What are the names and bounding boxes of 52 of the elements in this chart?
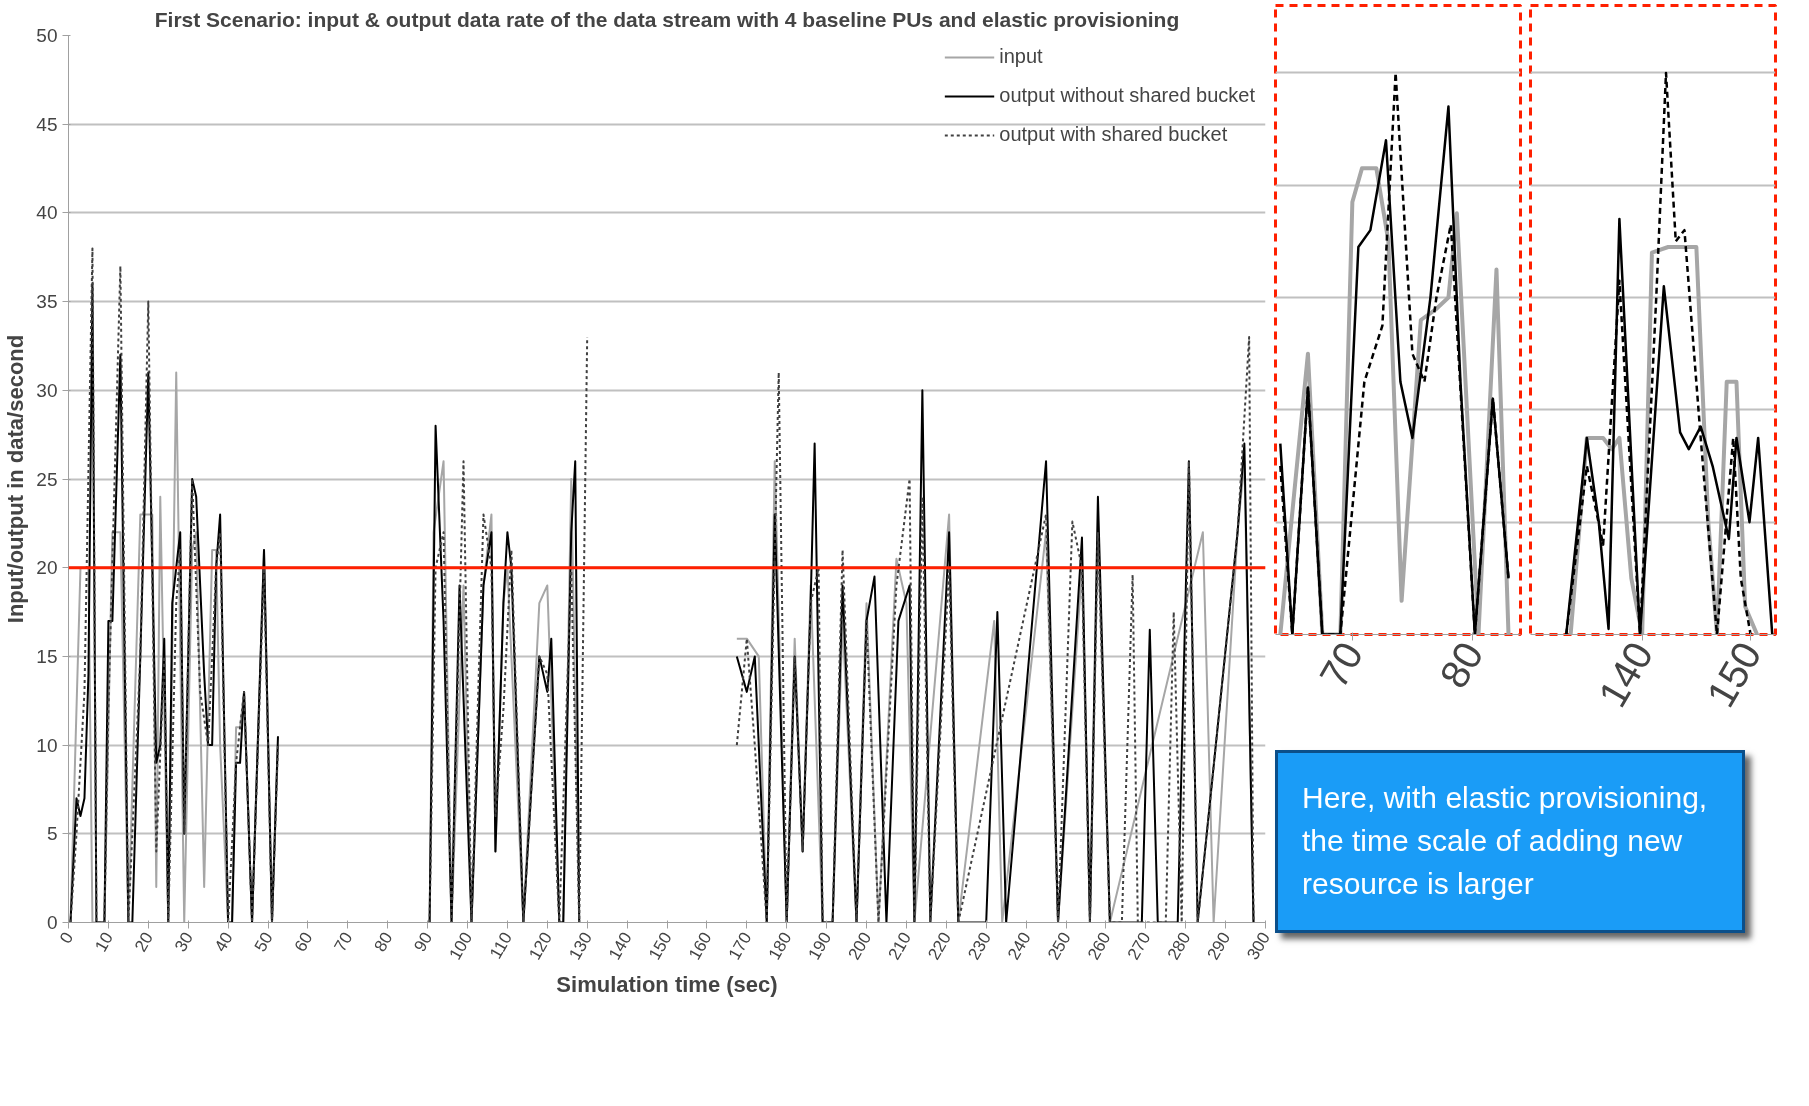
legend-label: input [999, 45, 1043, 68]
y-tick-label: 15 [36, 645, 58, 667]
x-tick-label: 280 [1163, 928, 1195, 964]
legend-label: output without shared bucket [999, 84, 1255, 107]
y-tick-label: 40 [36, 202, 58, 224]
y-tick-label: 10 [36, 734, 58, 756]
x-tick-label: 140 [605, 928, 636, 964]
chart-title: First Scenario: input & output data rate of the data stream with 4 baseline PUs and elastic provisioning [154, 7, 1180, 31]
legend-label: output with shared bucket [999, 123, 1228, 146]
x-tick-label: 300 [1243, 928, 1274, 964]
x-tick-label: 130 [565, 928, 596, 964]
y-tick-label: 0 [46, 912, 58, 933]
y-tick-label: 50 [36, 25, 58, 46]
x-tick-label: 30 [170, 928, 197, 955]
x-tick-label: 40 [210, 928, 237, 955]
y-tick-label: 45 [36, 113, 58, 135]
x-tick-label: 170 [724, 928, 756, 964]
x-tick-label: 260 [1083, 928, 1115, 964]
x-tick-label: 10 [91, 928, 118, 955]
x-tick-label: 240 [1004, 928, 1035, 964]
x-tick-label: 70 [330, 928, 357, 955]
x-tick-label: 150 [645, 928, 676, 964]
x-tick-label: 60 [290, 928, 317, 955]
x-tick-label: 180 [764, 928, 796, 964]
y-tick-label: 30 [36, 379, 58, 401]
x-tick-label: 120 [525, 928, 556, 964]
x-tick-label: 80 [370, 928, 397, 955]
x-tick-label: 110 [486, 928, 517, 962]
x-tick-label: 200 [844, 928, 876, 964]
x-tick-label: 140 [1589, 634, 1662, 715]
y-tick-label: 25 [36, 468, 58, 490]
x-tick-label: 70 [1311, 634, 1372, 696]
x-tick-label: 220 [924, 928, 955, 964]
x-tick-label: 90 [410, 928, 437, 955]
text: Here, with elastic provisioning, the time scale of adding new resource is larger [1302, 780, 1709, 902]
x-axis-title: Simulation time (sec) [556, 972, 778, 998]
x-tick-label: 190 [804, 928, 836, 964]
y-tick-label: 35 [36, 291, 58, 313]
x-tick-label: 230 [964, 928, 995, 964]
x-tick-label: 100 [445, 928, 477, 964]
x-tick-label: 210 [884, 928, 916, 964]
x-tick-label: 50 [250, 928, 277, 955]
x-tick-label: 150 [1698, 634, 1770, 715]
y-tick-label: 20 [36, 557, 58, 579]
y-tick-label: 5 [46, 823, 58, 845]
x-tick-label: 270 [1123, 928, 1155, 964]
y-axis-title: Input/output in data/second [3, 334, 29, 624]
x-tick-label: 160 [684, 928, 716, 964]
x-tick-label: 20 [131, 928, 157, 955]
x-tick-label: 290 [1203, 928, 1235, 964]
x-tick-label: 80 [1431, 634, 1492, 696]
x-tick-label: 250 [1044, 928, 1075, 964]
